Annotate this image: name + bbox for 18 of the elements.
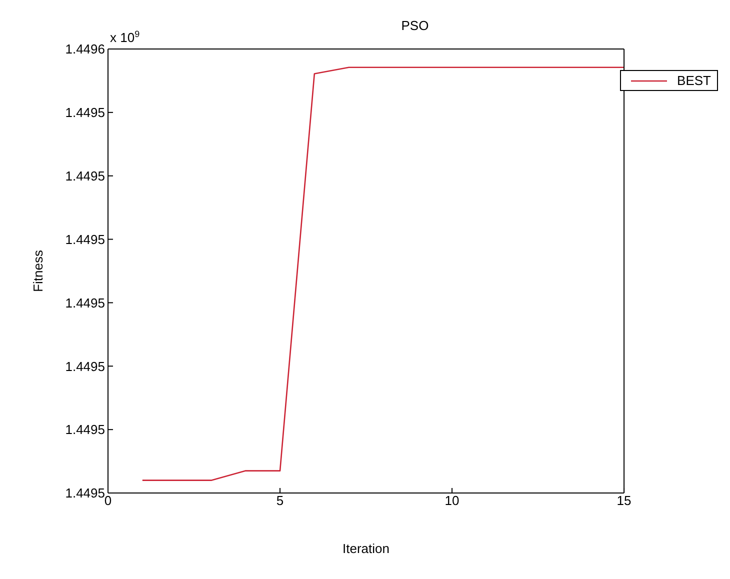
y-tick-label: 1.4495 xyxy=(65,486,105,501)
y-tick-label: 1.4495 xyxy=(65,105,105,120)
y-axis-title: Fitness xyxy=(30,250,46,292)
text: x 10$^{9}$ xyxy=(110,29,140,45)
x-tick-label: 0 xyxy=(104,493,112,508)
y-tick-label: 1.4495 xyxy=(65,295,105,310)
x-tick-label: 10 xyxy=(444,493,460,508)
x-tick-label: 15 xyxy=(616,493,632,508)
x-axis-title: Iteration xyxy=(342,541,390,556)
x-tick-label: 5 xyxy=(276,493,284,508)
chart-title: PSO xyxy=(401,18,429,33)
legend-label: BEST xyxy=(677,73,711,88)
y-tick-label: 1.4496 xyxy=(65,42,105,57)
y-tick-label: 1.4495 xyxy=(65,168,105,184)
line-series xyxy=(142,66,624,481)
y-tick-label: 1.4495 xyxy=(65,358,105,374)
y-tick-label: 1.4495 xyxy=(65,422,105,438)
y-tick-label: 1.4495 xyxy=(65,232,105,247)
